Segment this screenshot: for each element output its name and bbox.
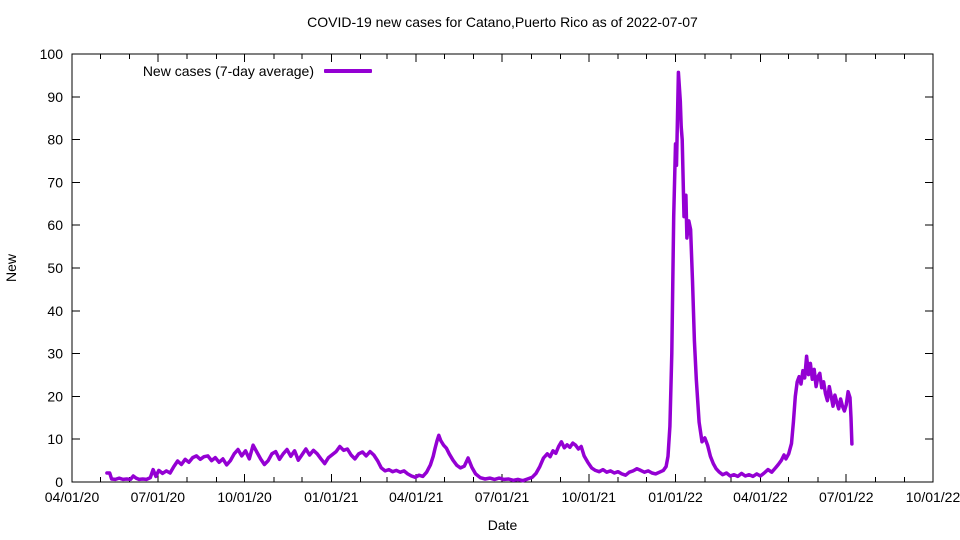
x-tick-label: 01/01/22 bbox=[648, 489, 703, 505]
y-tick-label: 50 bbox=[47, 260, 63, 276]
y-tick-label: 70 bbox=[47, 174, 63, 190]
x-tick-label: 07/01/20 bbox=[131, 489, 186, 505]
x-tick-label: 04/01/22 bbox=[733, 489, 788, 505]
series-line bbox=[105, 70, 854, 483]
y-tick-label: 90 bbox=[47, 89, 63, 105]
y-axis-label: New bbox=[3, 254, 19, 283]
legend: New cases (7-day average) bbox=[72, 62, 372, 80]
x-tick-label: 10/01/22 bbox=[906, 489, 960, 505]
plot-border bbox=[71, 53, 934, 483]
y-tick-label: 10 bbox=[47, 431, 63, 447]
x-tick-label: 04/01/20 bbox=[45, 489, 100, 505]
x-tick-label: 04/01/21 bbox=[389, 489, 444, 505]
y-tick-label: 20 bbox=[47, 388, 63, 404]
chart-title: COVID-19 new cases for Catano,Puerto Ric… bbox=[307, 14, 698, 30]
y-tick-label: 30 bbox=[47, 346, 63, 362]
x-tick-label: 10/01/20 bbox=[217, 489, 272, 505]
legend-line-sample bbox=[324, 69, 372, 73]
x-tick-label: 01/01/21 bbox=[304, 489, 359, 505]
y-tick-label: 100 bbox=[40, 46, 64, 62]
y-tick-label: 0 bbox=[55, 474, 63, 490]
y-tick-label: 40 bbox=[47, 303, 63, 319]
y-tick-label: 60 bbox=[47, 217, 63, 233]
y-tick-label: 80 bbox=[47, 132, 63, 148]
x-axis-label: Date bbox=[487, 517, 518, 533]
x-tick-label: 07/01/22 bbox=[819, 489, 874, 505]
legend-label: New cases (7-day average) bbox=[142, 63, 314, 79]
x-tick-label: 07/01/21 bbox=[475, 489, 530, 505]
x-tick-label: 10/01/21 bbox=[562, 489, 617, 505]
